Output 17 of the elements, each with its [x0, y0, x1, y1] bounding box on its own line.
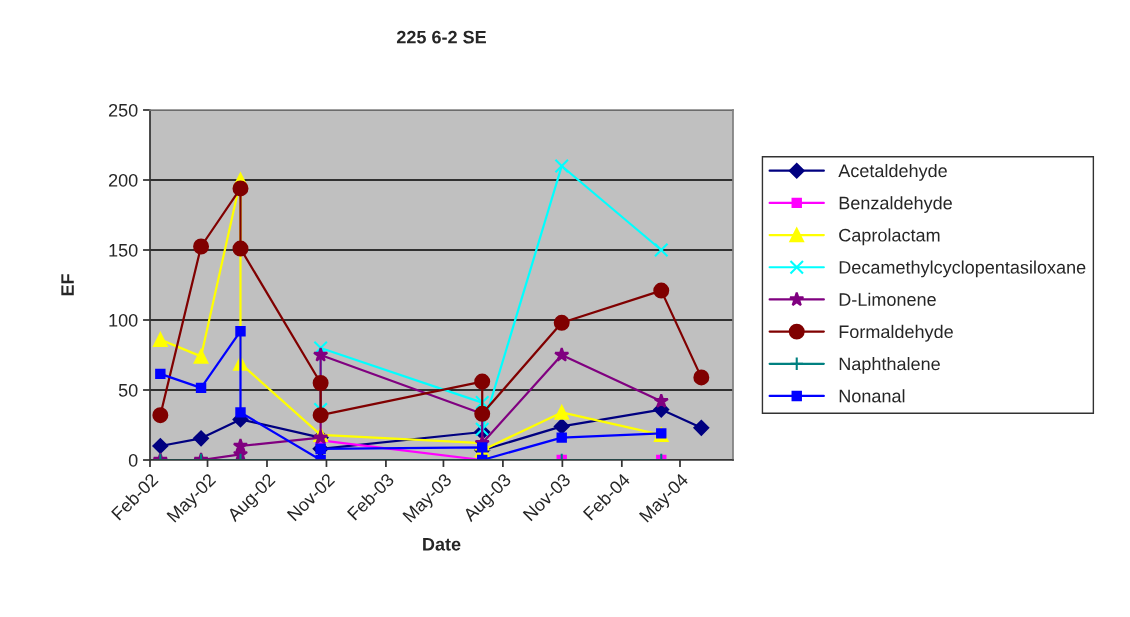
legend-label: Benzaldehyde: [839, 196, 952, 213]
y-tick-label: 50: [118, 383, 138, 397]
y-tick-label: 100: [109, 313, 138, 327]
legend-label: Decamethylcyclopentasiloxane: [839, 260, 1086, 278]
legend-label: Naphthalene: [839, 357, 940, 374]
legend-label: Formaldehyde: [839, 324, 953, 342]
y-tick-label: 0: [128, 453, 138, 467]
legend-label: Caprolactam: [839, 228, 940, 246]
chart-title: 225 6-2 SE: [396, 30, 486, 44]
legend-label: Acetaldehyde: [838, 163, 947, 181]
legend-label: D-Limonene: [839, 292, 936, 306]
y-axis-title: EF: [61, 274, 74, 296]
y-tick-label: 150: [109, 243, 138, 257]
y-tick-label: 250: [108, 103, 138, 117]
x-axis-title: Date: [423, 538, 461, 551]
legend-label: Nonanal: [839, 389, 905, 403]
y-tick-label: 200: [108, 173, 138, 187]
